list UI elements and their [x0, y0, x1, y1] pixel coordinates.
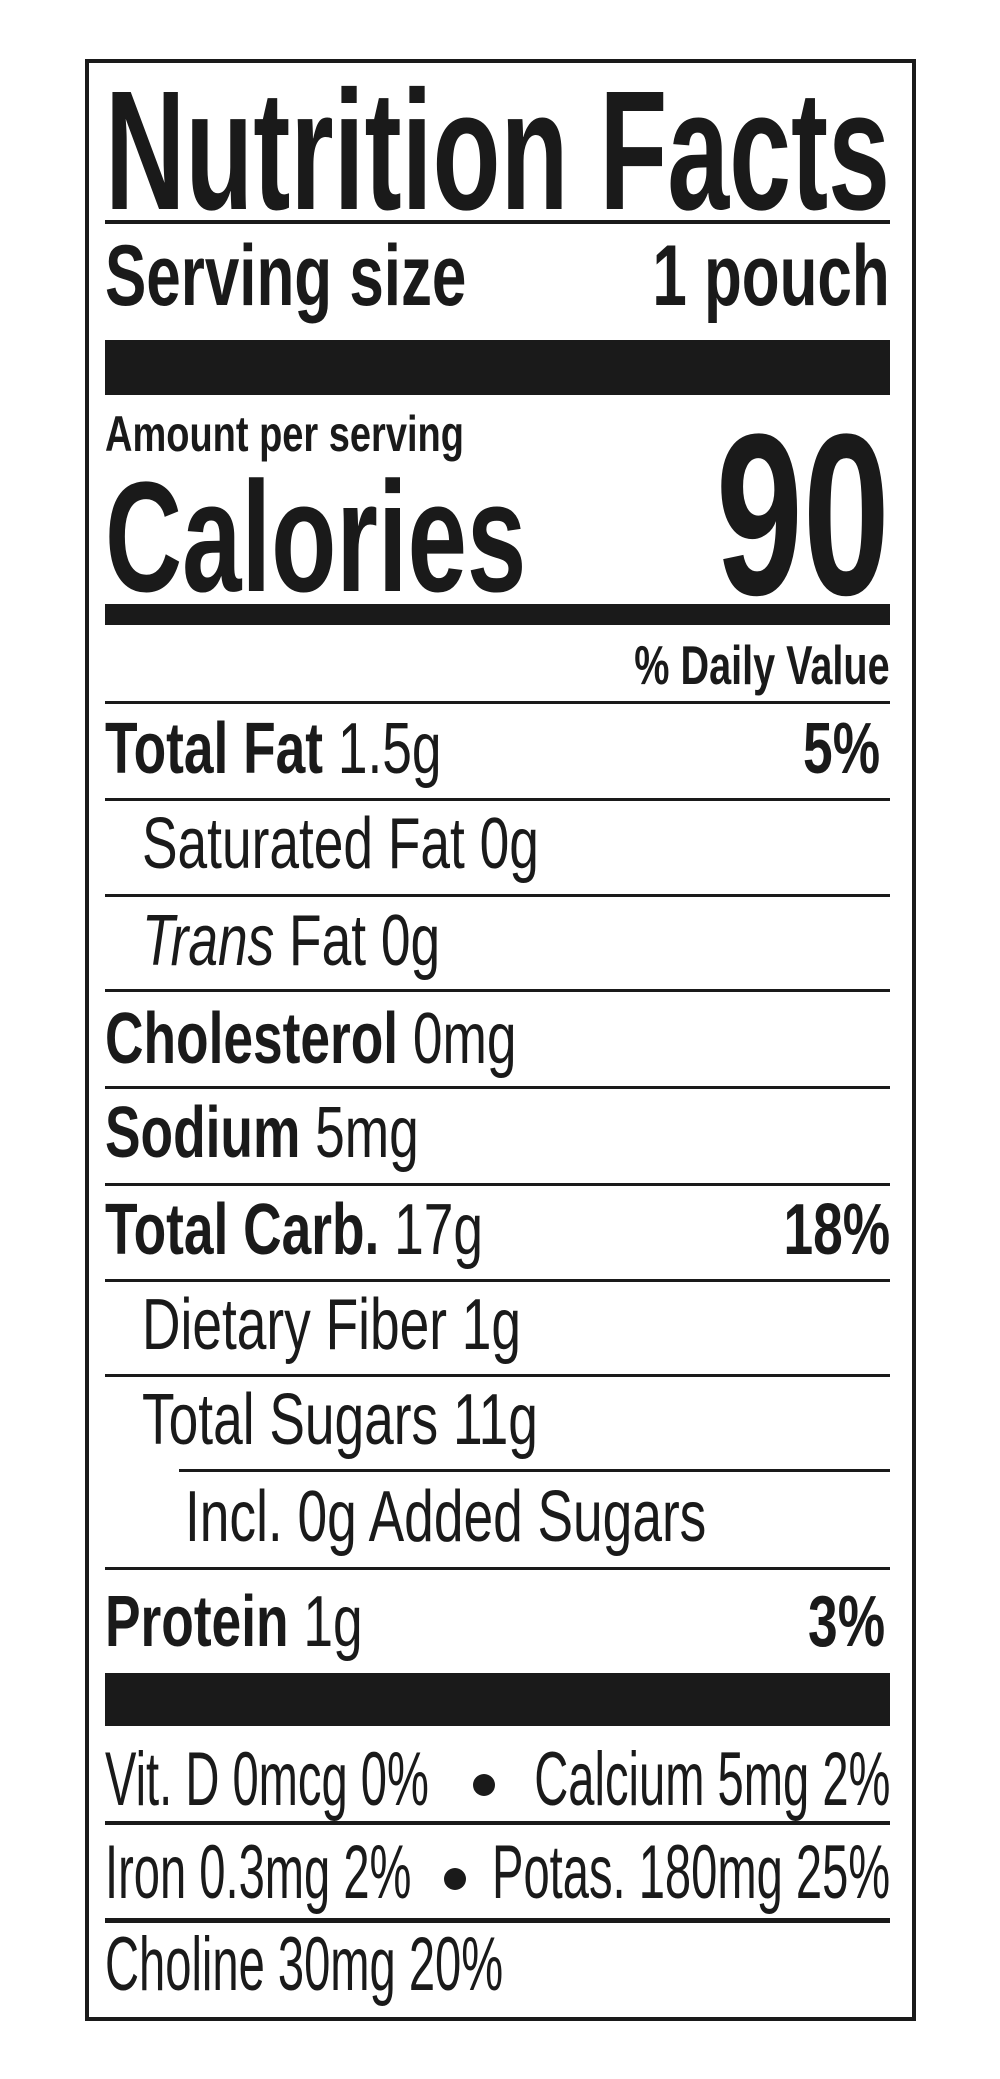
nutrient-saturated-fat: Saturated Fat 0g	[142, 804, 539, 884]
nutrient-dv: 5%	[802, 709, 880, 789]
nutrient-amount: 5mg	[315, 1093, 419, 1173]
divider	[179, 1469, 890, 1472]
medium-divider	[105, 604, 890, 625]
nutrient-amount: Fat 0g	[289, 901, 441, 981]
divider	[105, 701, 890, 704]
bullet-icon	[473, 1774, 495, 1796]
nutrient-cholesterol: Cholesterol 0mg	[105, 998, 517, 1080]
divider	[105, 1183, 890, 1186]
serving-size-value: 1 pouch	[652, 228, 890, 324]
nutrient-total-sugars: Total Sugars 11g	[142, 1380, 538, 1460]
calories-label: Calories	[105, 450, 527, 625]
nutrient-sodium: Sodium 5mg	[105, 1092, 419, 1174]
micronutrient-calcium: Calcium 5mg 2%	[533, 1737, 890, 1822]
nutrient-dietary-fiber: Dietary Fiber 1g	[142, 1285, 522, 1365]
divider	[105, 989, 890, 992]
nutrient-total-carb: Total Carb. 17g	[105, 1189, 483, 1271]
serving-size-label: Serving size	[105, 228, 467, 324]
divider	[105, 1821, 890, 1825]
divider	[105, 1918, 890, 1923]
nutrient-amount: 1g	[303, 1582, 363, 1662]
divider	[105, 894, 890, 897]
nutrient-dv: 3%	[807, 1582, 885, 1662]
calories-value: 90	[716, 386, 890, 643]
nutrient-dv: 18%	[783, 1190, 890, 1270]
trans-label: Trans	[142, 901, 275, 981]
nutrient-protein: Protein 1g	[105, 1581, 363, 1663]
divider	[105, 1279, 890, 1282]
nutrient-name: Total Fat	[105, 709, 324, 789]
amount-per-serving: Amount per serving	[105, 406, 464, 462]
nutrient-name: Cholesterol	[105, 999, 399, 1079]
divider	[105, 1567, 890, 1570]
nutrient-trans-fat: Trans Fat 0g	[142, 900, 440, 982]
nutrient-added-sugars: Incl. 0g Added Sugars	[185, 1477, 707, 1557]
nutrient-name: Total Carb.	[105, 1190, 380, 1270]
daily-value-header: % Daily Value	[634, 634, 890, 696]
micronutrient-potassium: Potas. 180mg 25%	[491, 1830, 890, 1915]
micronutrient-iron: Iron 0.3mg 2%	[105, 1830, 412, 1915]
micronutrient-vitamin-d: Vit. D 0mcg 0%	[105, 1737, 429, 1822]
label-title: Nutrition Facts	[105, 56, 890, 246]
divider	[105, 798, 890, 801]
nutrient-name: Protein	[105, 1582, 289, 1662]
thick-divider	[105, 1673, 890, 1726]
divider	[105, 1374, 890, 1377]
nutrient-amount: 1.5g	[337, 709, 442, 789]
divider	[105, 220, 890, 224]
nutrient-name: Sodium	[105, 1093, 301, 1173]
nutrition-facts-label	[85, 59, 916, 2021]
bullet-icon	[444, 1868, 466, 1890]
thick-divider	[105, 340, 890, 395]
nutrient-amount: 0mg	[412, 999, 517, 1079]
nutrient-total-fat: Total Fat 1.5g	[105, 708, 442, 790]
nutrient-amount: 17g	[394, 1190, 484, 1270]
micronutrient-choline: Choline 30mg 20%	[105, 1922, 504, 2007]
divider	[105, 1086, 890, 1089]
